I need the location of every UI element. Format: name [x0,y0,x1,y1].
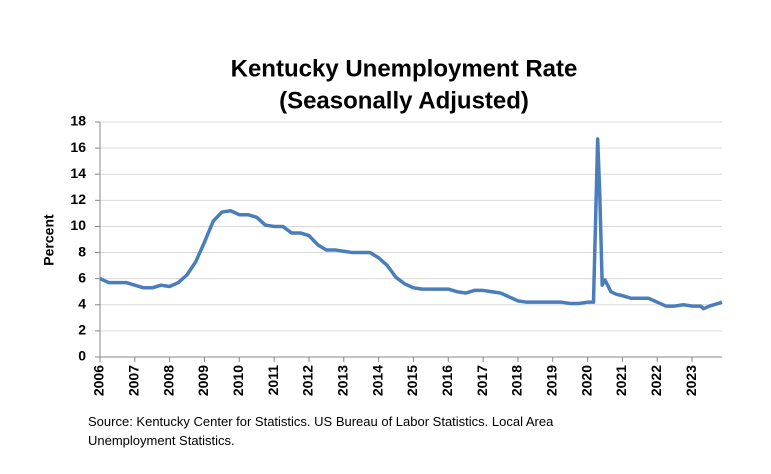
x-tick-label: 2006 [91,365,107,396]
x-tick-label: 2014 [369,365,385,396]
x-tick-label: 2008 [160,365,176,396]
x-tick-label: 2017 [474,365,490,396]
y-tick-label: 10 [70,217,86,233]
chart-title: (Seasonally Adjusted) [279,87,529,114]
y-tick-label: 8 [78,243,86,259]
source-note: Source: Kentucky Center for Statistics. … [88,414,554,448]
x-tick-label: 2021 [613,365,629,396]
data-line [99,137,723,311]
x-tick-label: 2007 [126,365,142,396]
y-tick-label: 6 [78,269,86,285]
x-tick-label: 2018 [509,365,525,396]
x-tick-label: 2011 [265,365,281,396]
y-tick-label: 12 [70,191,86,207]
y-tick-label: 14 [70,165,86,181]
y-tick-label: 16 [70,139,86,155]
y-tick-label: 18 [70,113,86,129]
y-tick-label: 0 [78,348,86,364]
x-tick-label: 2010 [230,365,246,396]
x-tick-label: 2012 [300,365,316,396]
x-tick-label: 2013 [334,365,350,396]
x-tick-label: 2015 [404,365,420,396]
x-tick-label: 2016 [439,365,455,396]
y-tick-label: 4 [78,295,86,311]
x-tick-label: 2022 [648,365,664,396]
y-axis-label: Percent [41,214,57,266]
x-tick-label: 2009 [195,365,211,396]
y-tick-label: 2 [78,322,86,338]
x-tick-label: 2023 [683,365,699,396]
x-tick-label: 2019 [543,365,559,396]
x-tick-label: 2020 [578,365,594,396]
chart-title: Kentucky Unemployment Rate [231,55,578,82]
